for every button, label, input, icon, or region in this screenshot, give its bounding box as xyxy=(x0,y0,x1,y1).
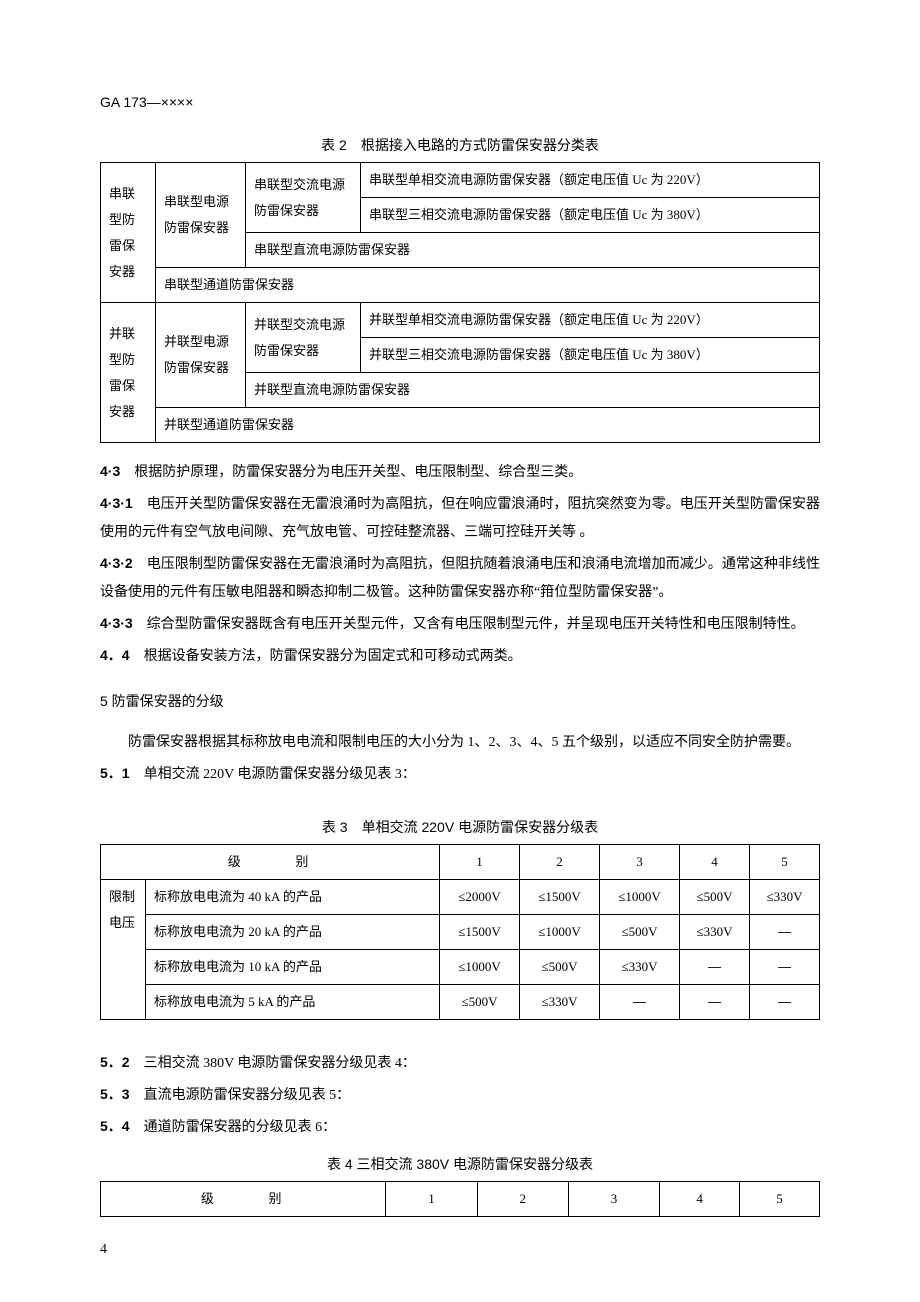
num-4-3-1: 4·3·1 xyxy=(100,495,133,511)
para-4-3-1: 4·3·1 电压开关型防雷保安器在无雷浪涌时为高阻抗，但在响应雷浪涌时，阻抗突然… xyxy=(100,489,820,547)
num-5-4: 5．4 xyxy=(100,1118,130,1134)
t3-r4v1: ≤330V xyxy=(520,984,600,1019)
para-5-4: 5．4 通道防雷保安器的分级见表 6： xyxy=(100,1112,820,1142)
t2-r7c3: 并联型直流电源防雷保安器 xyxy=(246,373,820,408)
t3-r4v2: — xyxy=(600,984,680,1019)
para-4-3-3: 4·3·3 综合型防雷保安器既含有电压开关型元件，又含有电压限制型元件，并呈现电… xyxy=(100,609,820,639)
txt-5-3: 直流电源防雷保安器分级见表 5： xyxy=(130,1088,351,1103)
num-5-2: 5．2 xyxy=(100,1054,130,1070)
t3-r1v1: ≤1500V xyxy=(520,879,600,914)
t2-r1c1: 串联型防雷保安器 xyxy=(101,163,156,303)
txt-4-4: 根据设备安装方法，防雷保安器分为固定式和可移动式两类。 xyxy=(130,649,522,664)
num-5-1: 5．1 xyxy=(100,765,130,781)
para-4-4: 4．4 根据设备安装方法，防雷保安器分为固定式和可移动式两类。 xyxy=(100,641,820,671)
t3-r2: 标称放电电流为 20 kA 的产品 xyxy=(146,914,440,949)
section-5-title: 5 防雷保安器的分级 xyxy=(100,689,820,714)
t3-r1v4: ≤330V xyxy=(750,879,820,914)
t3-r1v0: ≤2000V xyxy=(440,879,520,914)
t4-h-level: 级 别 xyxy=(101,1181,386,1216)
txt-4-3: 根据防护原理，防雷保安器分为电压开关型、电压限制型、综合型三类。 xyxy=(120,465,582,480)
table4: 级 别 1 2 3 4 5 xyxy=(100,1181,820,1217)
t2-r6c4: 并联型三相交流电源防雷保安器（额定电压值 Uc 为 380V） xyxy=(361,338,820,373)
txt-4-3-2: 电压限制型防雷保安器在无雷浪涌时为高阻抗，但阻抗随着浪涌电压和浪涌电流增加而减少… xyxy=(100,557,820,600)
t3-r2v1: ≤1000V xyxy=(520,914,600,949)
t3-h5: 5 xyxy=(750,844,820,879)
num-4-3: 4·3 xyxy=(100,463,120,479)
t3-r2v3: ≤330V xyxy=(680,914,750,949)
sec5-intro: 防雷保安器根据其标称放电电流和限制电压的大小分为 1、2、3、4、5 五个级别，… xyxy=(100,729,820,757)
t3-r1v2: ≤1000V xyxy=(600,879,680,914)
num-4-3-3: 4·3·3 xyxy=(100,615,133,631)
t2-r2c4: 串联型三相交流电源防雷保安器（额定电压值 Uc 为 380V） xyxy=(361,198,820,233)
t3-r3v2: ≤330V xyxy=(600,949,680,984)
t4-h5: 5 xyxy=(740,1181,820,1216)
para-5-1: 5．1 单相交流 220V 电源防雷保安器分级见表 3： xyxy=(100,759,820,789)
t3-h3: 3 xyxy=(600,844,680,879)
t3-r4v3: — xyxy=(680,984,750,1019)
para-4-3-2: 4·3·2 电压限制型防雷保安器在无雷浪涌时为高阻抗，但阻抗随着浪涌电压和浪涌电… xyxy=(100,549,820,607)
t2-r1c3: 串联型交流电源防雷保安器 xyxy=(246,163,361,233)
t4-h3: 3 xyxy=(568,1181,659,1216)
t2-r5c4: 并联型单相交流电源防雷保安器（额定电压值 Uc 为 220V） xyxy=(361,303,820,338)
t3-r4v0: ≤500V xyxy=(440,984,520,1019)
t4-h1: 1 xyxy=(386,1181,477,1216)
txt-5-4: 通道防雷保安器的分级见表 6： xyxy=(130,1120,337,1135)
t2-r5c3: 并联型交流电源防雷保安器 xyxy=(246,303,361,373)
para-4-3: 4·3 根据防护原理，防雷保安器分为电压开关型、电压限制型、综合型三类。 xyxy=(100,457,820,487)
t3-r2v2: ≤500V xyxy=(600,914,680,949)
txt-4-3-3: 综合型防雷保安器既含有电压开关型元件，又含有电压限制型元件，并呈现电压开关特性和… xyxy=(133,617,805,632)
t4-h2: 2 xyxy=(477,1181,568,1216)
table3-title: 表 3 单相交流 220V 电源防雷保安器分级表 xyxy=(100,815,820,840)
t2-r3c3: 串联型直流电源防雷保安器 xyxy=(246,233,820,268)
txt-4-3-1: 电压开关型防雷保安器在无雷浪涌时为高阻抗，但在响应雷浪涌时，阻抗突然变为零。电压… xyxy=(100,497,820,540)
t3-h1: 1 xyxy=(440,844,520,879)
t4-h4: 4 xyxy=(660,1181,740,1216)
table3: 级 别 1 2 3 4 5 限制电压 标称放电电流为 40 kA 的产品 ≤20… xyxy=(100,844,820,1020)
num-4-4: 4．4 xyxy=(100,647,130,663)
t2-r5c1: 并联型防雷保安器 xyxy=(101,303,156,443)
t3-r1v3: ≤500V xyxy=(680,879,750,914)
table2: 串联型防雷保安器 串联型电源防雷保安器 串联型交流电源防雷保安器 串联型单相交流… xyxy=(100,162,820,443)
txt-5-1: 单相交流 220V 电源防雷保安器分级见表 3： xyxy=(130,767,416,782)
para-5-2: 5．2 三相交流 380V 电源防雷保安器分级见表 4： xyxy=(100,1048,820,1078)
t2-r1c4: 串联型单相交流电源防雷保安器（额定电压值 Uc 为 220V） xyxy=(361,163,820,198)
page-header-code: GA 173—×××× xyxy=(100,90,820,115)
t3-r3v3: — xyxy=(680,949,750,984)
t3-h-level: 级 别 xyxy=(101,844,440,879)
t3-r3v4: — xyxy=(750,949,820,984)
t3-r4: 标称放电电流为 5 kA 的产品 xyxy=(146,984,440,1019)
t3-r3v1: ≤500V xyxy=(520,949,600,984)
num-4-3-2: 4·3·2 xyxy=(100,555,133,571)
t3-r3: 标称放电电流为 10 kA 的产品 xyxy=(146,949,440,984)
t3-rowlabel: 限制电压 xyxy=(101,879,146,1019)
page-number: 4 xyxy=(100,1237,820,1262)
para-5-3: 5．3 直流电源防雷保安器分级见表 5： xyxy=(100,1080,820,1110)
table2-title: 表 2 根据接入电路的方式防雷保安器分类表 xyxy=(100,133,820,158)
t2-r4c2: 串联型通道防雷保安器 xyxy=(156,268,820,303)
t3-h2: 2 xyxy=(520,844,600,879)
num-5-3: 5．3 xyxy=(100,1086,130,1102)
txt-5-2: 三相交流 380V 电源防雷保安器分级见表 4： xyxy=(130,1056,416,1071)
t2-r5c2: 并联型电源防雷保安器 xyxy=(156,303,246,408)
t3-r2v4: — xyxy=(750,914,820,949)
t3-h4: 4 xyxy=(680,844,750,879)
t2-r8c2: 并联型通道防雷保安器 xyxy=(156,408,820,443)
t2-r1c2: 串联型电源防雷保安器 xyxy=(156,163,246,268)
t3-r2v0: ≤1500V xyxy=(440,914,520,949)
t3-r3v0: ≤1000V xyxy=(440,949,520,984)
t3-r4v4: — xyxy=(750,984,820,1019)
t3-r1: 标称放电电流为 40 kA 的产品 xyxy=(146,879,440,914)
table4-title: 表 4 三相交流 380V 电源防雷保安器分级表 xyxy=(100,1152,820,1177)
